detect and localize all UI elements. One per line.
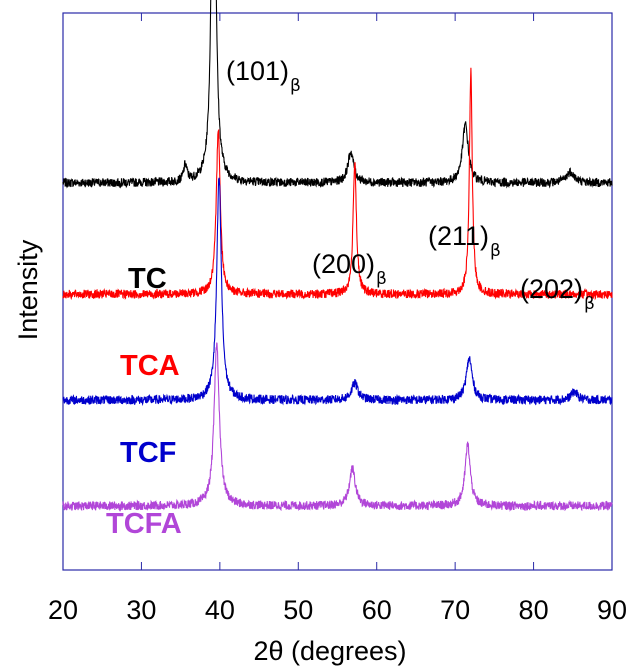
x-tick-label: 80 bbox=[519, 595, 549, 625]
y-axis-label: Intensity bbox=[13, 239, 43, 340]
x-axis-label: 2θ (degrees) bbox=[253, 636, 406, 666]
series-label-tcf: TCF bbox=[120, 437, 176, 469]
traces bbox=[62, 0, 613, 513]
x-tick-label: 70 bbox=[440, 595, 470, 625]
series-line-tc bbox=[62, 0, 613, 189]
x-tick-label: 20 bbox=[48, 595, 78, 625]
series-labels: TC TCA TCF TCFA bbox=[106, 263, 182, 540]
x-tick-label: 60 bbox=[362, 595, 392, 625]
series-line-tcfa bbox=[62, 342, 613, 513]
peak-annotation-subscript: β bbox=[490, 241, 501, 261]
x-axis-ticks: 20 30 40 50 60 70 80 90 bbox=[48, 13, 627, 625]
peak-annotation-subscript: β bbox=[290, 76, 301, 96]
x-tick-label: 40 bbox=[205, 595, 235, 625]
series-line-tca bbox=[62, 67, 613, 301]
peak-annotation-subscript: β bbox=[584, 294, 595, 314]
series-label-tc: TC bbox=[128, 263, 167, 295]
peak-annotation: (200) bbox=[312, 249, 375, 279]
peak-annotations: (101) β(200) β(211) β(202) β bbox=[226, 56, 595, 314]
x-tick-label: 30 bbox=[126, 595, 156, 625]
series-line-tcf bbox=[62, 177, 613, 407]
x-tick-label: 50 bbox=[283, 595, 313, 625]
peak-annotation: (211) bbox=[428, 221, 489, 251]
plot-frame bbox=[62, 12, 613, 571]
series-label-tca: TCA bbox=[120, 350, 180, 382]
peak-annotation: (101) bbox=[226, 56, 289, 86]
series-label-tcfa: TCFA bbox=[106, 508, 182, 540]
peak-annotation: (202) bbox=[520, 274, 583, 304]
peak-annotation-subscript: β bbox=[376, 269, 387, 289]
x-tick-label: 90 bbox=[597, 595, 627, 625]
